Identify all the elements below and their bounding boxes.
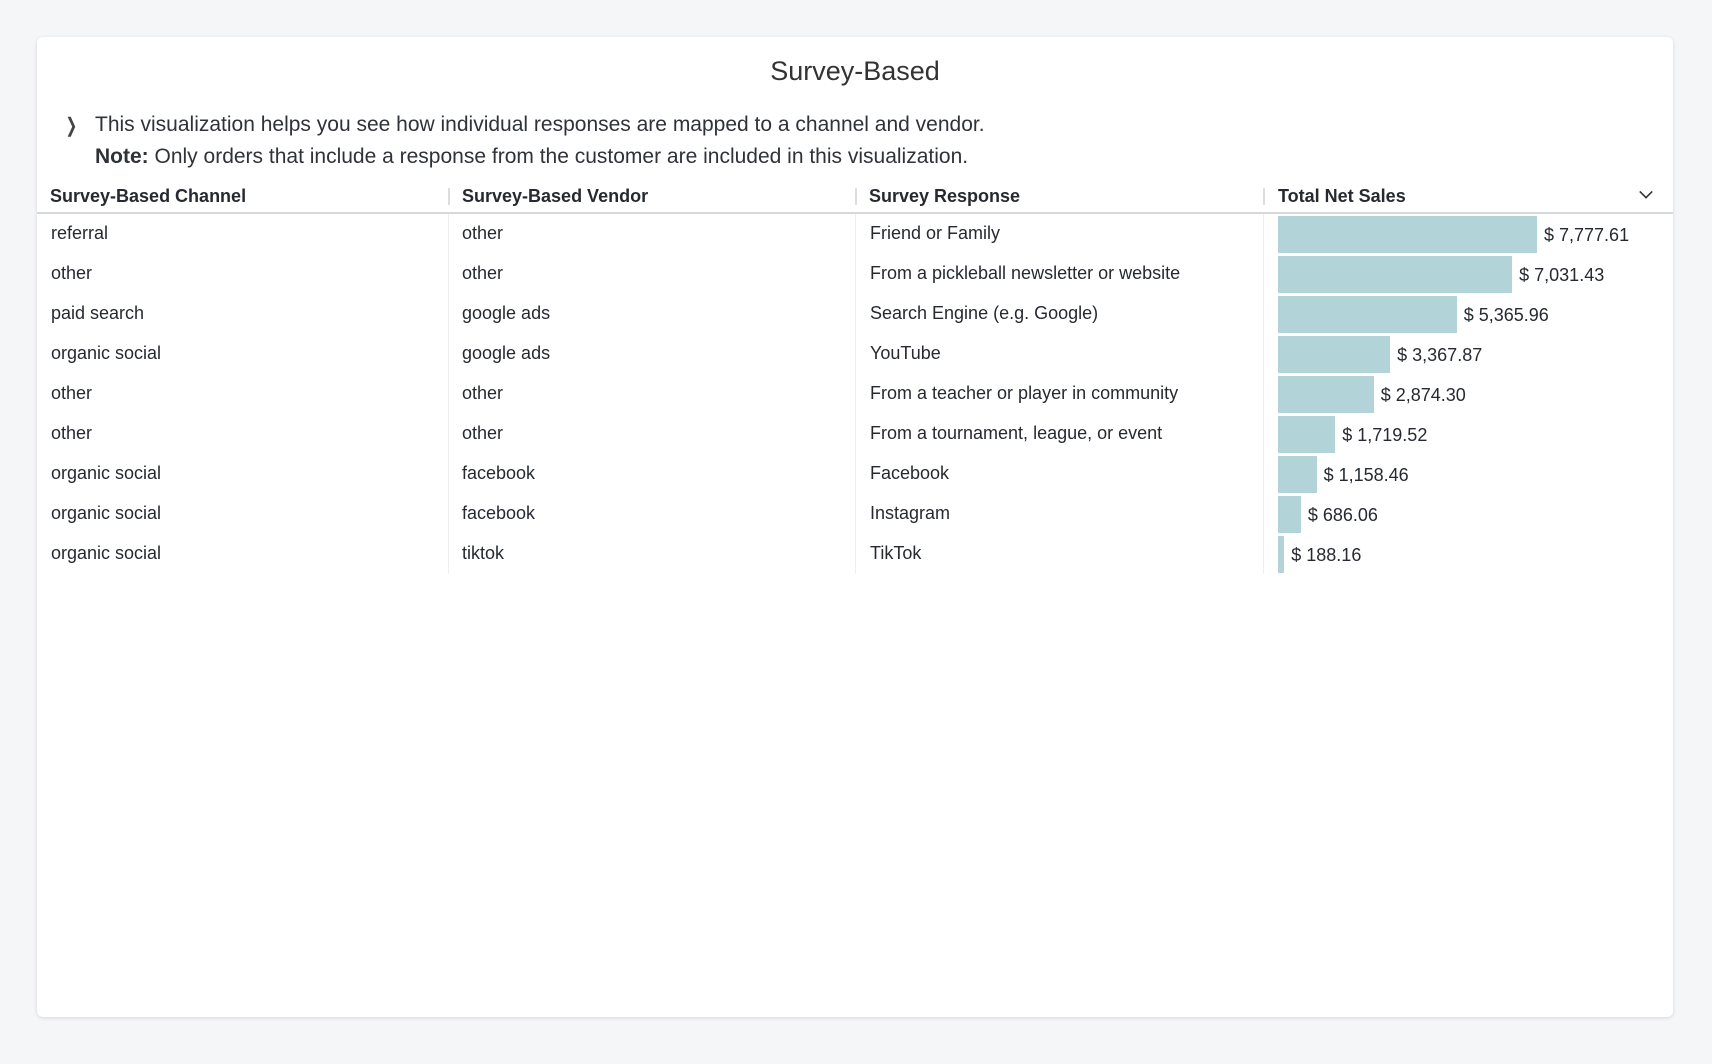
sales-bar — [1278, 296, 1457, 333]
note-label: Note: — [95, 145, 149, 168]
sales-bar — [1278, 336, 1391, 373]
table-body: referral other Friend or Family $ 7,777.61 o… — [37, 214, 1673, 574]
column-resize-handle[interactable] — [448, 188, 450, 205]
cell-sales: $ 5,365.96 — [1463, 305, 1549, 325]
cell-channel: paid search — [51, 303, 145, 323]
column-divider — [855, 214, 856, 574]
sales-bar — [1278, 456, 1317, 493]
column-resize-handle[interactable] — [1263, 188, 1265, 205]
table-header: Survey-Based Channel Survey-Based Vendor… — [37, 180, 1673, 214]
card-title: Survey-Based — [770, 56, 940, 86]
column-divider — [448, 214, 449, 574]
column-header-sales[interactable]: Total Net Sales — [1278, 180, 1668, 212]
table-row[interactable]: paid search google ads Search Engine (e.g.… — [37, 294, 1673, 334]
chevron-right-icon[interactable]: ❯ — [65, 115, 78, 137]
cell-sales: $ 1,158.46 — [1323, 465, 1409, 485]
cell-vendor: facebook — [462, 463, 536, 483]
sales-bar — [1278, 256, 1513, 293]
cell-vendor: other — [462, 423, 504, 443]
cell-channel: organic social — [51, 503, 162, 523]
cell-sales: $ 2,874.30 — [1380, 385, 1466, 405]
sales-bar — [1278, 216, 1537, 253]
cell-response: From a tournament, league, or event — [870, 423, 1163, 443]
table-row[interactable]: referral other Friend or Family $ 7,777.61 — [37, 214, 1673, 254]
cell-response: YouTube — [870, 343, 941, 363]
cell-channel: other — [51, 383, 93, 403]
column-resize-handle[interactable] — [855, 188, 857, 205]
column-header-sales-label: Total Net Sales — [1278, 186, 1406, 206]
cell-channel: other — [51, 263, 93, 283]
description-line: This visualization helps you see how ind… — [95, 113, 985, 136]
cell-sales: $ 3,367.87 — [1397, 345, 1483, 365]
cell-response: Search Engine (e.g. Google) — [870, 303, 1099, 323]
survey-based-card: Survey-Based ❯ This visualization helps … — [37, 37, 1673, 1017]
table-row[interactable]: other other From a teacher or player in co… — [37, 374, 1673, 414]
cell-channel: organic social — [51, 543, 162, 563]
cell-sales: $ 188.16 — [1291, 545, 1362, 565]
description: This visualization helps you see how ind… — [95, 109, 985, 173]
cell-vendor: other — [462, 223, 504, 243]
column-header-channel[interactable]: Survey-Based Channel — [50, 186, 247, 206]
table-row[interactable]: organic social google ads YouTube $ 3,367.8… — [37, 334, 1673, 374]
sales-bar — [1278, 376, 1374, 413]
cell-sales: $ 686.06 — [1307, 505, 1378, 525]
cell-response: Instagram — [870, 503, 951, 523]
table-row[interactable]: organic social facebook Facebook $ 1,158.46 — [37, 454, 1673, 494]
table-row[interactable]: other other From a pickleball newsletter o… — [37, 254, 1673, 294]
sales-bar — [1278, 416, 1336, 453]
sort-descending-icon[interactable] — [1639, 185, 1653, 199]
cell-response: TikTok — [870, 543, 922, 563]
cell-channel: referral — [51, 223, 109, 243]
cell-vendor: tiktok — [462, 543, 505, 563]
cell-response: From a pickleball newsletter or website — [870, 263, 1181, 283]
cell-channel: organic social — [51, 343, 162, 363]
sales-bar — [1278, 536, 1285, 573]
cell-vendor: facebook — [462, 503, 536, 523]
cell-response: Friend or Family — [870, 223, 1001, 243]
cell-response: From a teacher or player in community — [870, 383, 1179, 403]
cell-channel: other — [51, 423, 93, 443]
cell-sales: $ 7,031.43 — [1519, 265, 1605, 285]
sales-bar — [1278, 496, 1301, 533]
cell-channel: organic social — [51, 463, 162, 483]
note-text: Only orders that include a response from… — [148, 145, 969, 168]
cell-vendor: other — [462, 263, 504, 283]
column-header-vendor[interactable]: Survey-Based Vendor — [462, 186, 649, 206]
table-row[interactable]: organic social tiktok TikTok $ 188.16 — [37, 534, 1673, 574]
cell-response: Facebook — [870, 463, 950, 483]
cell-vendor: google ads — [462, 343, 551, 363]
cell-sales: $ 1,719.52 — [1342, 425, 1428, 445]
column-header-response[interactable]: Survey Response — [869, 186, 1021, 206]
cell-sales: $ 7,777.61 — [1544, 225, 1630, 245]
table-row[interactable]: organic social facebook Instagram $ 686.06 — [37, 494, 1673, 534]
table-row[interactable]: other other From a tournament, league, or … — [37, 414, 1673, 454]
cell-vendor: other — [462, 383, 504, 403]
column-divider — [1263, 214, 1264, 574]
description-note: Note: Only orders that include a respons… — [95, 141, 985, 173]
cell-vendor: google ads — [462, 303, 551, 323]
